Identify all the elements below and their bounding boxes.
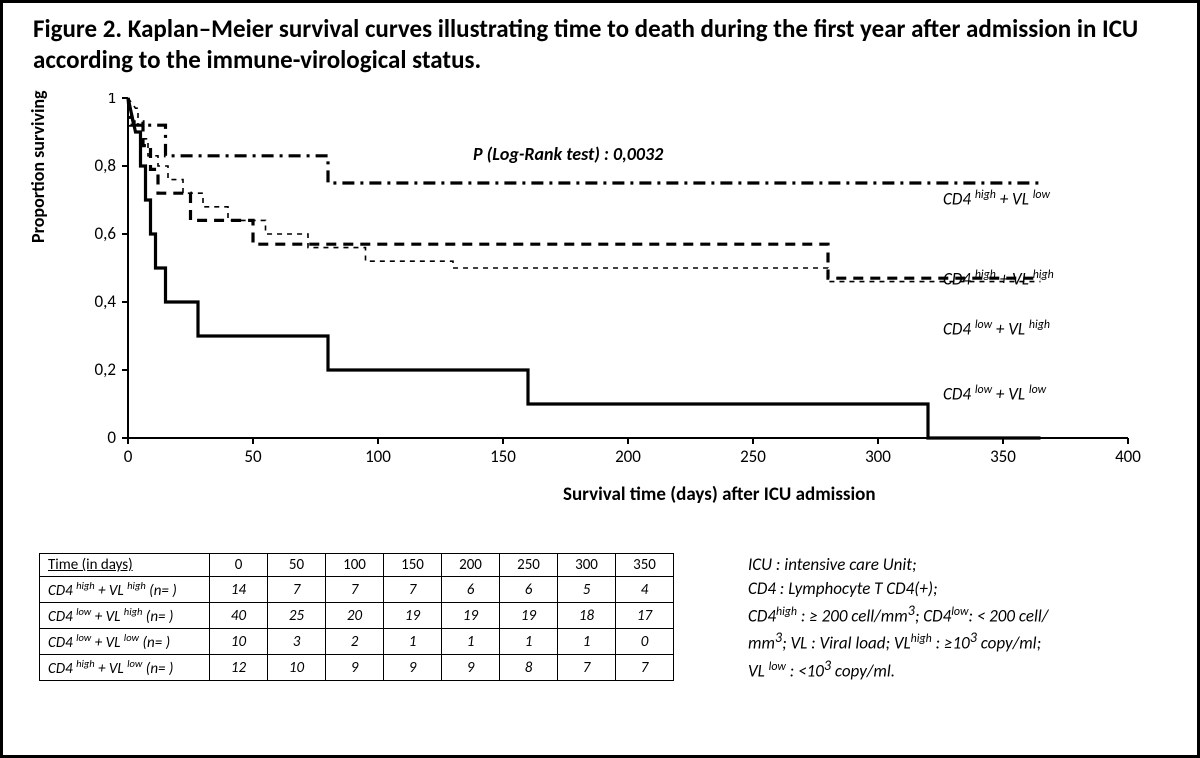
risk-table-rowhead: CD4 high + VL low (n= ) — [40, 655, 210, 681]
series-label-cd4high_vlhigh: CD4 high + VL high — [943, 268, 1054, 290]
svg-text:100: 100 — [365, 446, 391, 467]
abbreviations-legend: ICU : intensive care Unit;CD4 : Lymphocy… — [748, 553, 1177, 683]
risk-table-cell: 25 — [268, 603, 326, 629]
y-axis-label: Proportion surviving — [27, 90, 49, 243]
risk-table-cell: 7 — [268, 577, 326, 603]
svg-text:300: 300 — [865, 446, 891, 467]
svg-text:400: 400 — [1115, 446, 1141, 467]
svg-text:0,4: 0,4 — [95, 291, 117, 312]
risk-table-cell: 6 — [500, 577, 558, 603]
svg-text:50: 50 — [244, 446, 262, 467]
risk-table-cell: 20 — [326, 603, 384, 629]
risk-table-cell: 10 — [210, 629, 268, 655]
risk-table-cell: 1 — [558, 629, 616, 655]
risk-table-cell: 9 — [326, 655, 384, 681]
risk-table-rowhead: CD4 high + VL high (n= ) — [40, 577, 210, 603]
risk-table-cell: 7 — [616, 655, 674, 681]
series-label-cd4low_vllow: CD4 low + VL low — [943, 383, 1046, 405]
risk-table-cell: 1 — [500, 629, 558, 655]
series-label-cd4high_vllow: CD4 high + VL low — [943, 188, 1050, 210]
svg-text:0: 0 — [107, 427, 116, 448]
svg-text:350: 350 — [990, 446, 1016, 467]
risk-table-cell: 1 — [442, 629, 500, 655]
risk-table-cell: 7 — [558, 655, 616, 681]
risk-table-cell: 18 — [558, 603, 616, 629]
risk-table-time: 200 — [442, 554, 500, 577]
plot-area: 0 0,2 0,4 0,6 0,8 1 0 50 100 150 200 250 300 350 400 P… — [73, 93, 1143, 498]
risk-table-cell: 9 — [384, 655, 442, 681]
risk-table-cell: 14 — [210, 577, 268, 603]
at-risk-table: Time (in days)050100150200250300350CD4 h… — [39, 553, 674, 681]
svg-text:0,8: 0,8 — [95, 155, 116, 176]
risk-table-time: 350 — [616, 554, 674, 577]
risk-table-cell: 5 — [558, 577, 616, 603]
svg-text:250: 250 — [740, 446, 766, 467]
x-axis-label: Survival time (days) after ICU admission — [563, 483, 876, 506]
risk-table-time: 100 — [326, 554, 384, 577]
risk-table-cell: 3 — [268, 629, 326, 655]
risk-table-cell: 2 — [326, 629, 384, 655]
risk-table-time: 0 — [210, 554, 268, 577]
risk-table-time: 250 — [500, 554, 558, 577]
risk-table-cell: 19 — [500, 603, 558, 629]
svg-text:0: 0 — [124, 446, 133, 467]
risk-table-cell: 9 — [442, 655, 500, 681]
risk-table-cell: 8 — [500, 655, 558, 681]
risk-table-time: 150 — [384, 554, 442, 577]
p-value-text: P (Log-Rank test) : 0,0032 — [473, 143, 663, 165]
risk-table-header: Time (in days) — [40, 554, 210, 577]
risk-table-cell: 6 — [442, 577, 500, 603]
risk-table-cell: 10 — [268, 655, 326, 681]
risk-table-rowhead: CD4 low + VL high (n= ) — [40, 603, 210, 629]
svg-text:200: 200 — [615, 446, 641, 467]
svg-text:0,2: 0,2 — [95, 359, 116, 380]
risk-table-cell: 19 — [384, 603, 442, 629]
risk-table-cell: 7 — [326, 577, 384, 603]
figure-frame: Figure 2. Kaplan–Meier survival curves i… — [0, 0, 1200, 758]
risk-table-cell: 40 — [210, 603, 268, 629]
risk-table-cell: 19 — [442, 603, 500, 629]
risk-table-cell: 7 — [384, 577, 442, 603]
risk-table-cell: 0 — [616, 629, 674, 655]
risk-table-rowhead: CD4 low + VL low (n= ) — [40, 629, 210, 655]
risk-table-cell: 12 — [210, 655, 268, 681]
risk-table-time: 50 — [268, 554, 326, 577]
risk-table-cell: 4 — [616, 577, 674, 603]
risk-table-cell: 17 — [616, 603, 674, 629]
svg-text:1: 1 — [107, 93, 116, 108]
risk-table-time: 300 — [558, 554, 616, 577]
figure-title: Figure 2. Kaplan–Meier survival curves i… — [33, 13, 1167, 76]
risk-table-cell: 1 — [384, 629, 442, 655]
svg-text:150: 150 — [490, 446, 516, 467]
svg-text:0,6: 0,6 — [95, 223, 117, 244]
series-label-cd4low_vlhigh: CD4 low + VL high — [943, 318, 1050, 340]
